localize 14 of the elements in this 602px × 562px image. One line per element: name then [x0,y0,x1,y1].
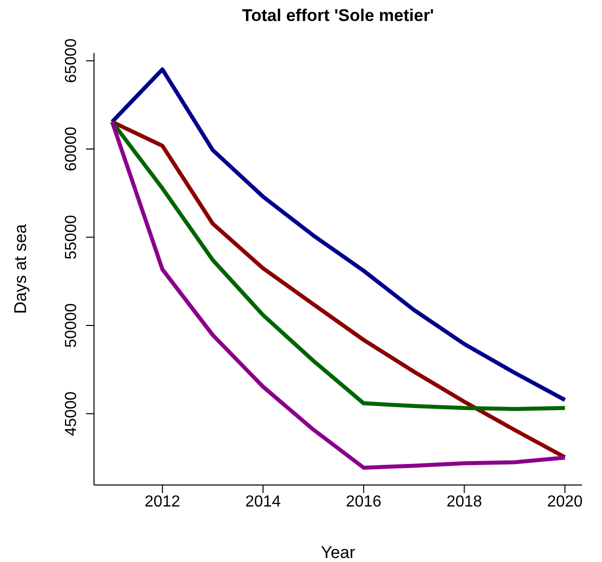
x-tick-label: 2012 [144,493,180,510]
chart-title: Total effort 'Sole metier' [241,6,435,26]
x-tick-label: 2018 [446,493,482,510]
y-tick-label: 45000 [63,391,80,436]
x-tick-label: 2020 [547,493,583,510]
y-tick-label: 60000 [63,126,80,172]
y-tick-label: 55000 [63,214,80,260]
x-tick-label: 2016 [346,493,382,510]
line-series [110,67,567,402]
y-tick-label: 65000 [63,38,80,84]
x-tick-label: 2014 [245,493,281,510]
y-tick-label: 50000 [63,303,80,348]
y-axis-title: Days at sea [11,224,30,314]
x-axis-title: Year [320,543,356,562]
